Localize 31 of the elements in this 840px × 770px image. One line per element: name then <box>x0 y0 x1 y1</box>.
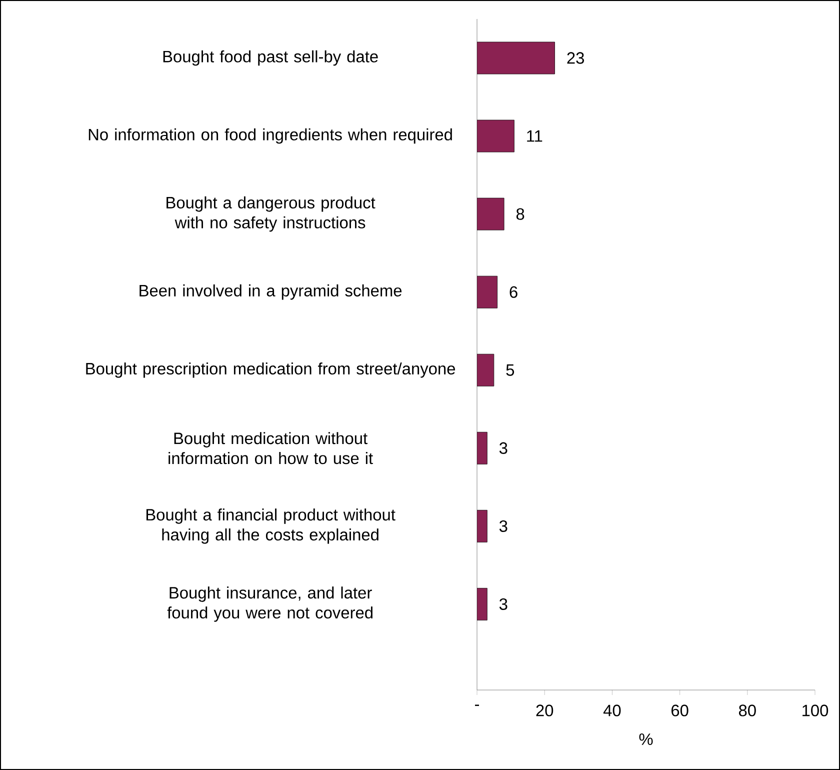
data-label: 3 <box>499 598 508 610</box>
x-tick-label: 80 <box>738 704 756 716</box>
y-tick-label: Bought medication without information on how to use it <box>168 432 373 464</box>
bar <box>477 120 514 152</box>
bar <box>477 432 488 464</box>
y-tick-label: Bought food past sell-by date <box>163 50 378 66</box>
data-label: 8 <box>516 208 524 220</box>
data-label: 3 <box>499 442 508 454</box>
data-label: 23 <box>567 52 584 64</box>
bar <box>477 42 555 74</box>
data-label: 11 <box>527 130 542 142</box>
y-tick-label: Bought a financial product without having all the costs explained <box>146 508 396 544</box>
y-tick-label: Been involved in a pyramid scheme <box>140 284 402 300</box>
x-tick-label: 40 <box>603 704 621 716</box>
y-tick-label: Bought insurance, and later found you were not covered <box>167 586 372 622</box>
bar <box>477 276 498 308</box>
x-axis-title: % <box>639 733 653 745</box>
x-tick-label: 60 <box>671 704 688 716</box>
y-tick-label: No information on food ingredients when required <box>88 128 452 144</box>
bar <box>477 354 494 386</box>
y-tick-label: Bought a dangerous product with no safety instructions <box>166 196 376 232</box>
bar <box>477 510 488 542</box>
x-tick-label: 20 <box>536 704 554 716</box>
x-tick-label: 100 <box>802 704 828 716</box>
data-label: 5 <box>506 364 514 376</box>
bar <box>477 588 488 620</box>
data-label: 6 <box>510 286 518 298</box>
x-tick-label: - <box>475 704 480 706</box>
bar <box>477 198 504 230</box>
data-label: 3 <box>499 520 508 532</box>
y-tick-label: Bought prescription medication from street/anyone <box>86 362 456 378</box>
